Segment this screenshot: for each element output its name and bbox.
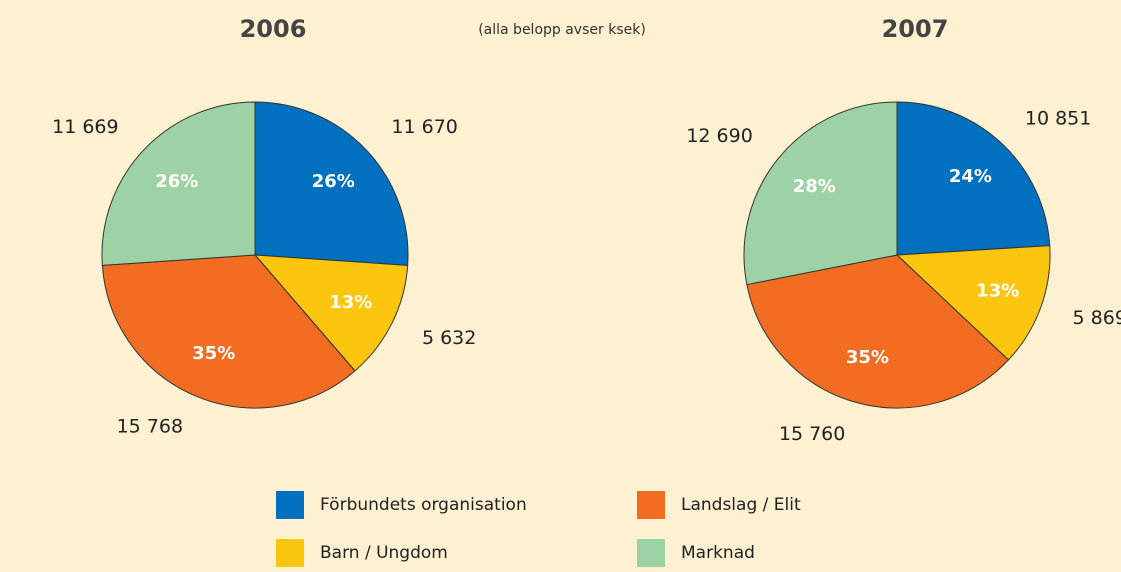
legend-label: Förbundets organisation: [320, 495, 527, 515]
legend-label: Marknad: [681, 543, 755, 563]
pie-slice: [101, 254, 356, 409]
legend-label: Landslag / Elit: [681, 495, 801, 515]
percent-label: 13%: [976, 280, 1019, 301]
chart-title: 2006: [240, 15, 307, 43]
pie-slice: [896, 101, 1051, 256]
value-label: 11 670: [391, 116, 457, 138]
percent-label: 24%: [949, 166, 992, 187]
value-label: 5 869: [1073, 307, 1121, 329]
pie-slice: [743, 101, 898, 286]
legend-swatch: [637, 539, 665, 567]
chart-title: 2007: [882, 15, 949, 43]
subtitle: (alla belopp avser ksek): [478, 22, 646, 38]
percent-label: 35%: [192, 343, 235, 364]
value-label: 10 851: [1025, 108, 1091, 130]
legend-label: Barn / Ungdom: [320, 543, 448, 563]
value-label: 5 632: [422, 327, 476, 349]
value-label: 15 760: [779, 423, 845, 445]
percent-label: 26%: [155, 171, 198, 192]
value-label: 12 690: [686, 125, 752, 147]
percent-label: 13%: [329, 292, 372, 313]
pie-slice: [895, 245, 1051, 361]
value-label: 11 669: [52, 116, 118, 138]
pie-slice: [254, 101, 409, 266]
percent-label: 26%: [312, 171, 355, 192]
legend-swatch: [276, 491, 304, 519]
pie-slice: [746, 254, 1010, 409]
value-label: 15 768: [117, 416, 183, 438]
legend-swatch: [637, 491, 665, 519]
pie-slice: [101, 101, 256, 266]
legend-swatch: [276, 539, 304, 567]
percent-label: 35%: [846, 347, 889, 368]
percent-label: 28%: [793, 176, 836, 197]
pie-slice: [253, 254, 409, 372]
